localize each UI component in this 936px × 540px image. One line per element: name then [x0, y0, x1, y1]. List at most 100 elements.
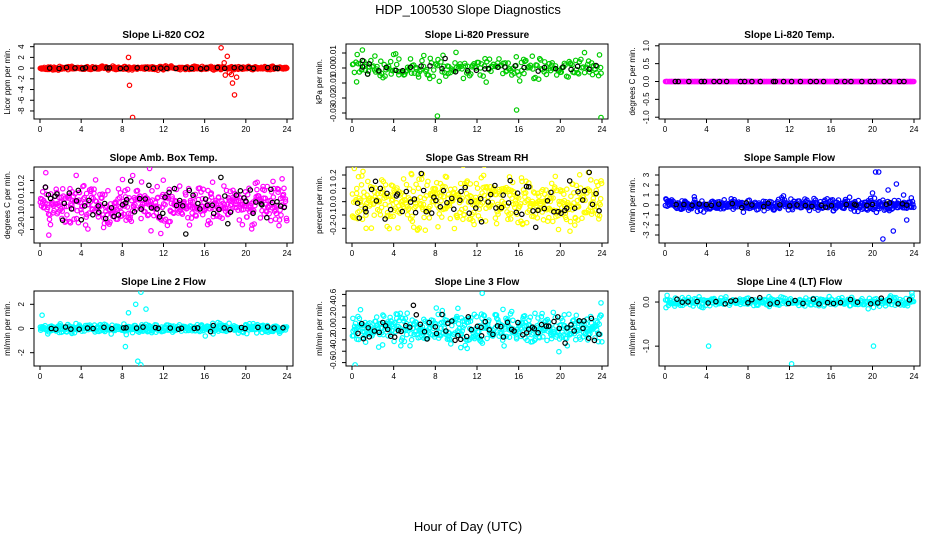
- data-point: [386, 225, 393, 232]
- data-point: [438, 192, 444, 199]
- data-point: [101, 324, 107, 331]
- data-point: [804, 197, 810, 203]
- data-point: [575, 188, 581, 195]
- data-point: [365, 324, 372, 331]
- data-point: [392, 50, 399, 57]
- data-point: [807, 78, 814, 85]
- data-point: [749, 78, 755, 85]
- data-point: [527, 62, 534, 69]
- data-point: [581, 318, 587, 324]
- data-point: [282, 196, 289, 202]
- data-point: [162, 194, 168, 201]
- data-point: [42, 184, 49, 190]
- data-point: [384, 326, 391, 333]
- data-point: [357, 306, 364, 313]
- data-point: [194, 325, 201, 331]
- data-point: [412, 209, 419, 216]
- y-tick-label: 1.0: [642, 40, 651, 52]
- data-point: [485, 65, 492, 72]
- data-point: [408, 336, 415, 343]
- data-point: [802, 202, 809, 209]
- x-tick-label: 0: [38, 372, 43, 381]
- data-point: [694, 298, 701, 305]
- data-point: [209, 179, 216, 186]
- data-point: [766, 303, 773, 310]
- data-point: [176, 197, 183, 204]
- data-point: [92, 177, 99, 183]
- data-point: [598, 180, 605, 187]
- x-tick-label: 4: [704, 125, 709, 134]
- data-point: [458, 188, 464, 195]
- data-point: [797, 78, 804, 85]
- data-point: [215, 194, 222, 200]
- x-tick-label: 12: [473, 372, 482, 381]
- data-point: [698, 78, 705, 85]
- data-point: [467, 71, 474, 77]
- data-point: [270, 178, 276, 185]
- data-point: [227, 188, 234, 195]
- data-point: [886, 200, 893, 206]
- data-point: [472, 205, 479, 211]
- data-point: [492, 182, 498, 189]
- x-tick-label: 20: [556, 372, 565, 381]
- data-point: [532, 310, 538, 317]
- data-point: [447, 341, 454, 347]
- data-point: [486, 326, 493, 333]
- data-point: [438, 319, 445, 326]
- data-point: [722, 300, 729, 307]
- data-point: [437, 204, 444, 210]
- data-point: [518, 175, 525, 181]
- y-tick-label: -4: [17, 85, 26, 93]
- y-tick-label: 2: [17, 302, 26, 307]
- data-point: [200, 186, 207, 193]
- data-point: [64, 212, 70, 218]
- data-point: [598, 114, 604, 119]
- panel-ylabel: degrees C per min.: [628, 47, 637, 115]
- data-point: [513, 53, 520, 60]
- data-point: [421, 214, 427, 221]
- data-point: [809, 203, 815, 210]
- data-point: [254, 186, 260, 193]
- data-point: [78, 210, 85, 216]
- data-point: [552, 173, 559, 180]
- panel-ylabel: ml/min per min.: [628, 301, 637, 356]
- data-point: [422, 227, 429, 234]
- data-point: [428, 210, 435, 216]
- data-point: [780, 78, 787, 85]
- data-point: [88, 186, 95, 192]
- data-point: [407, 199, 414, 205]
- y-tick-label: -1.0: [642, 110, 651, 124]
- data-point: [221, 59, 228, 66]
- data-point: [686, 78, 692, 85]
- data-point: [558, 210, 564, 217]
- data-point: [218, 44, 224, 51]
- data-point: [83, 190, 90, 197]
- data-point: [586, 328, 593, 334]
- data-point: [674, 296, 680, 303]
- data-point: [233, 74, 240, 81]
- data-point: [134, 187, 141, 194]
- data-point: [105, 206, 112, 213]
- data-point: [732, 297, 739, 304]
- data-point: [539, 198, 545, 205]
- data-point: [481, 312, 488, 319]
- data-point: [283, 217, 290, 224]
- data-point: [599, 338, 605, 345]
- data-point: [550, 309, 557, 316]
- data-point: [360, 335, 367, 342]
- data-point: [457, 336, 464, 343]
- data-point: [190, 199, 196, 205]
- data-point: [893, 181, 900, 187]
- data-point: [352, 362, 358, 366]
- data-point: [420, 52, 427, 59]
- data-point: [454, 214, 461, 221]
- data-point: [681, 201, 687, 208]
- data-point: [535, 68, 542, 74]
- data-point: [495, 64, 501, 71]
- data-point: [81, 182, 87, 189]
- data-point: [552, 63, 559, 69]
- data-point: [142, 196, 149, 202]
- data-point: [76, 326, 83, 333]
- data-point: [464, 178, 471, 184]
- data-point: [770, 78, 777, 85]
